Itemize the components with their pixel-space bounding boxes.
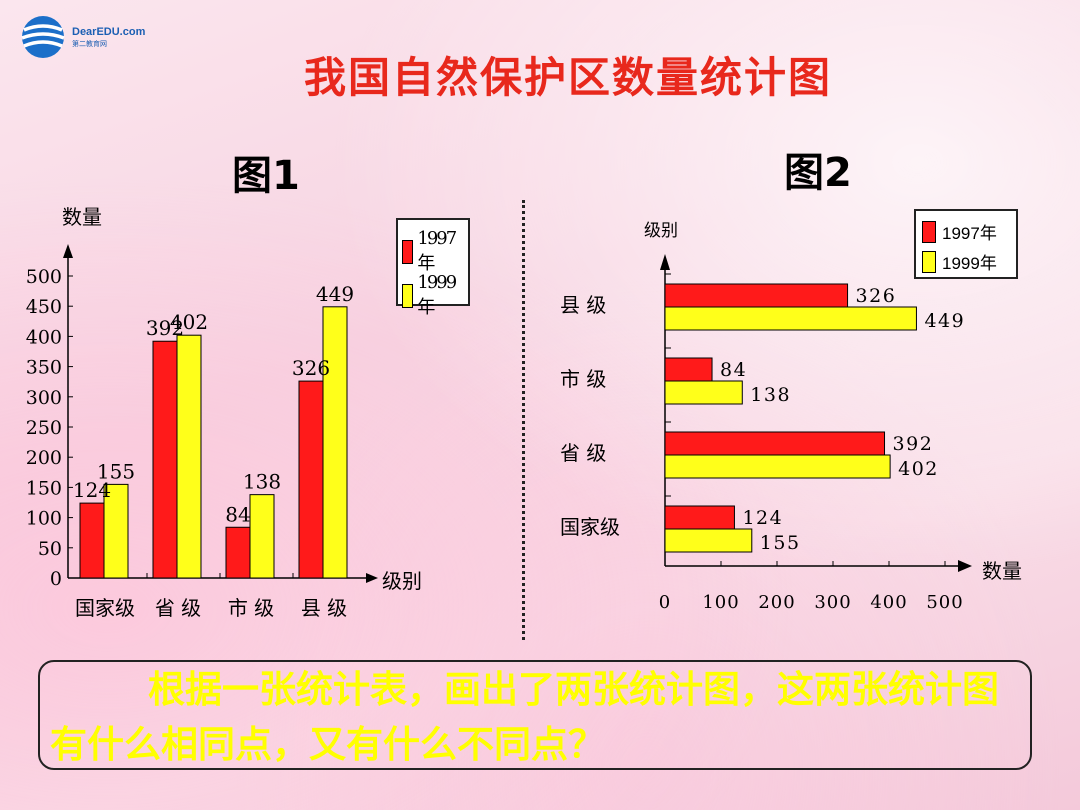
chart2-legend: 1997年 1999年 — [914, 209, 1018, 279]
legend-swatch-1997 — [402, 239, 414, 264]
bar-1999 — [664, 528, 753, 553]
y-tick-label: 国家级 — [560, 515, 620, 539]
divider — [522, 200, 525, 640]
bar-1999 — [664, 380, 743, 405]
x-tick-label: 500 — [926, 592, 963, 613]
data-label: 402 — [898, 458, 939, 480]
legend-label-1997: 1997年 — [942, 224, 997, 243]
y-tick-label: 400 — [26, 326, 62, 348]
data-label: 138 — [750, 384, 791, 406]
y-tick-label: 200 — [26, 447, 62, 469]
y-axis-label: 数量 — [62, 205, 102, 229]
x-tick-label: 100 — [702, 592, 739, 613]
y-tick-label: 150 — [26, 477, 62, 499]
data-label: 155 — [97, 459, 135, 483]
y-tick-label: 350 — [26, 357, 62, 379]
data-label: 124 — [73, 478, 111, 502]
bar-1999 — [664, 454, 891, 479]
y-axis-arrow — [63, 244, 73, 258]
y-axis-label: 级别 — [644, 221, 678, 241]
bar-1997 — [664, 431, 886, 456]
y-axis-arrow — [660, 254, 670, 270]
data-label: 449 — [316, 282, 354, 306]
legend-item-1997: 1997年 — [922, 219, 997, 244]
data-label: 155 — [760, 532, 801, 554]
bar-1999 — [249, 494, 275, 579]
y-tick-label: 500 — [26, 266, 62, 288]
legend-label-1999: 1999年 — [942, 254, 997, 273]
data-label: 326 — [856, 285, 897, 307]
x-tick-label: 省 级 — [155, 596, 201, 620]
data-label: 84 — [720, 359, 747, 381]
site-logo — [18, 14, 168, 62]
x-axis-arrow — [366, 573, 378, 583]
bar-1997 — [664, 283, 849, 308]
data-label: 402 — [170, 310, 208, 334]
bar-1997 — [152, 340, 178, 579]
y-tick-label: 50 — [38, 538, 62, 560]
bar-1999 — [176, 334, 202, 579]
logo-subtext: 第二教育网 — [72, 40, 107, 48]
chart1-legend: 1997年 1999年 — [396, 218, 470, 318]
x-tick-label: 400 — [870, 592, 907, 613]
y-tick-label: 省 级 — [560, 441, 606, 465]
legend-label-1997: 1997年 — [417, 228, 457, 274]
data-label: 124 — [742, 507, 783, 529]
bar-1999 — [664, 306, 917, 331]
y-tick-label: 300 — [26, 387, 62, 409]
x-tick-label: 国家级 — [75, 596, 135, 620]
bar-1997 — [225, 526, 251, 579]
y-tick-label: 100 — [26, 508, 62, 530]
legend-item-1999: 1999年 — [922, 249, 997, 274]
y-tick-label: 0 — [50, 568, 62, 590]
x-tick-label: 200 — [758, 592, 795, 613]
bar-1997 — [298, 380, 324, 579]
data-label: 392 — [893, 433, 934, 455]
y-tick-label: 县 级 — [560, 293, 606, 317]
y-tick-label: 市 级 — [560, 367, 606, 391]
x-tick-label: 县 级 — [301, 596, 347, 620]
legend-item-1999: 1999年 — [402, 272, 468, 319]
x-axis-label: 数量 — [982, 559, 1022, 583]
bar-1997 — [79, 502, 105, 579]
y-tick-label: 450 — [26, 296, 62, 318]
bar-1997 — [664, 505, 735, 530]
x-tick-label: 0 — [659, 592, 671, 613]
question-text: 根据一张统计表，画出了两张统计图，这两张统计图有什么相同点，又有什么不同点？ — [50, 668, 999, 766]
figure-1-label: 图1 — [232, 153, 300, 199]
logo-text: DearEDU.com — [72, 26, 146, 38]
page-title: 我国自然保护区数量统计图 — [303, 53, 832, 102]
data-label: 449 — [924, 310, 965, 332]
bar-1997 — [664, 357, 713, 382]
x-tick-label: 300 — [814, 592, 851, 613]
y-tick-label: 250 — [26, 417, 62, 439]
x-tick-label: 市 级 — [228, 596, 274, 620]
legend-swatch-1999 — [402, 283, 414, 308]
data-label: 392 — [146, 316, 184, 340]
globe-icon — [21, 16, 65, 58]
legend-swatch-1997 — [922, 220, 936, 243]
x-axis-label: 级别 — [382, 569, 422, 593]
legend-label-1999: 1999年 — [417, 272, 457, 318]
figure-2-label: 图2 — [784, 150, 852, 196]
bar-1999 — [103, 483, 129, 579]
question-box: 根据一张统计表，画出了两张统计图，这两张统计图有什么相同点，又有什么不同点？ — [38, 660, 1032, 770]
data-label: 326 — [292, 356, 330, 380]
data-label: 138 — [243, 470, 281, 494]
x-axis-arrow — [958, 560, 972, 572]
bar-1999 — [322, 306, 348, 579]
data-label: 84 — [225, 502, 250, 526]
legend-swatch-1999 — [922, 250, 936, 273]
legend-item-1997: 1997年 — [402, 228, 468, 275]
